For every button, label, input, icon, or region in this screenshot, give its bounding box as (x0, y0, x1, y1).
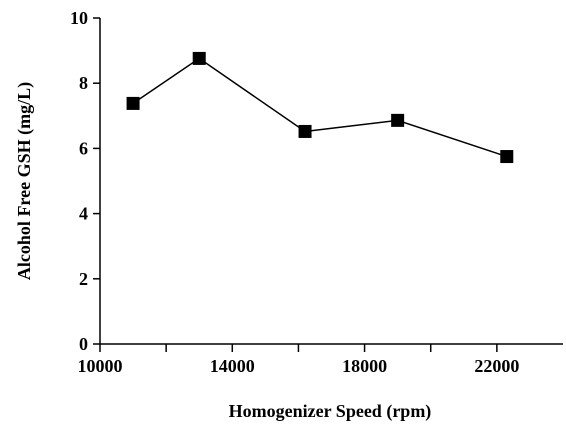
line (132, 57, 508, 158)
y-tick-label: 2 (79, 269, 88, 289)
y-tick-label: 0 (79, 334, 88, 354)
marker (126, 96, 140, 110)
x-tick-label: 22000 (474, 356, 519, 376)
marker (298, 124, 312, 138)
y-tick-label: 10 (70, 8, 88, 28)
x-axis-label: Homogenizer Speed (rpm) (229, 401, 432, 422)
marker (500, 150, 514, 164)
marker (391, 113, 405, 127)
y-tick-label: 6 (79, 138, 88, 158)
x-tick-label: 10000 (78, 356, 123, 376)
x-tick-label: 14000 (210, 356, 255, 376)
x-tick-label: 18000 (342, 356, 387, 376)
y-axis-label: Alcohol Free GSH (mg/L) (14, 82, 35, 280)
y-tick-label: 8 (79, 73, 88, 93)
marker (192, 51, 206, 65)
y-tick-label: 4 (79, 204, 88, 224)
